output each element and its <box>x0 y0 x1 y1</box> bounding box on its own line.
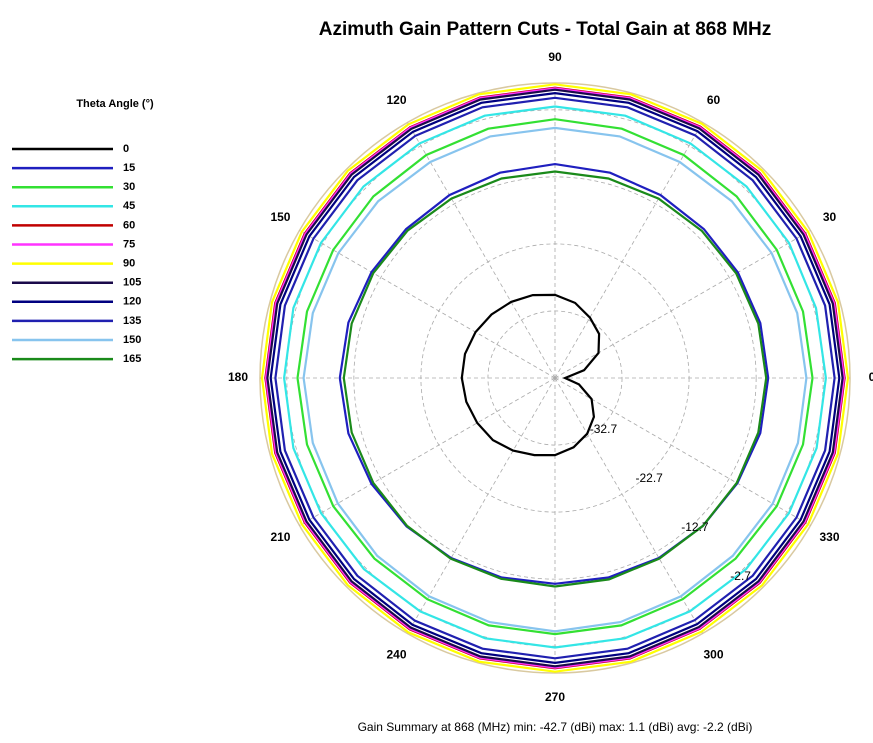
ring-label: -12.7 <box>681 520 709 534</box>
legend-label: 0 <box>123 143 129 155</box>
angle-label: 180 <box>228 370 248 384</box>
legend-label: 15 <box>123 162 135 174</box>
legend-label: 45 <box>123 200 135 212</box>
chart-title: Azimuth Gain Pattern Cuts - Total Gain a… <box>319 19 772 40</box>
series-line <box>264 87 846 669</box>
ring-label: -2.7 <box>730 569 751 583</box>
series-line <box>342 170 768 588</box>
angle-label: 150 <box>270 210 290 224</box>
grid-spoke <box>407 377 556 634</box>
series-line <box>282 105 828 649</box>
legend-label: 165 <box>123 353 141 365</box>
series-line <box>274 96 836 660</box>
legend-label: 150 <box>123 334 141 346</box>
series-line <box>260 83 850 673</box>
series-line <box>296 118 814 636</box>
grid-spoke <box>407 122 556 379</box>
grid-spoke <box>554 377 811 526</box>
legend-label: 30 <box>123 181 135 193</box>
legend-label: 75 <box>123 238 135 250</box>
angle-label: 210 <box>270 530 290 544</box>
grid-spoke <box>299 377 556 526</box>
ring-label: -22.7 <box>635 471 663 485</box>
legend-label: 90 <box>123 258 135 270</box>
angle-label: 270 <box>545 690 565 704</box>
angle-label: 300 <box>703 647 723 661</box>
series-line <box>269 91 841 665</box>
series-line <box>266 88 844 668</box>
series-line <box>460 293 601 457</box>
ring-label: -32.7 <box>590 422 618 436</box>
angle-label: 90 <box>548 50 562 64</box>
grid-spoke <box>299 230 556 379</box>
angle-label: 330 <box>820 530 840 544</box>
legend-label: 60 <box>123 219 135 231</box>
angle-label: 0 <box>869 370 873 384</box>
legend-label: 135 <box>123 315 141 327</box>
series-line <box>302 126 808 633</box>
angle-label: 30 <box>823 210 837 224</box>
angle-label: 60 <box>707 93 721 107</box>
gain-summary: Gain Summary at 868 (MHz) min: -42.7 (dB… <box>358 720 753 734</box>
angle-label: 240 <box>386 647 406 661</box>
legend-title: Theta Angle (°) <box>76 98 154 110</box>
legend-label: 120 <box>123 296 141 308</box>
grid-ring <box>487 310 623 446</box>
grid-spoke <box>554 377 703 634</box>
grid-ring <box>353 176 757 580</box>
angle-label: 120 <box>386 93 406 107</box>
grid-spoke <box>554 122 703 379</box>
legend-label: 105 <box>123 277 141 289</box>
